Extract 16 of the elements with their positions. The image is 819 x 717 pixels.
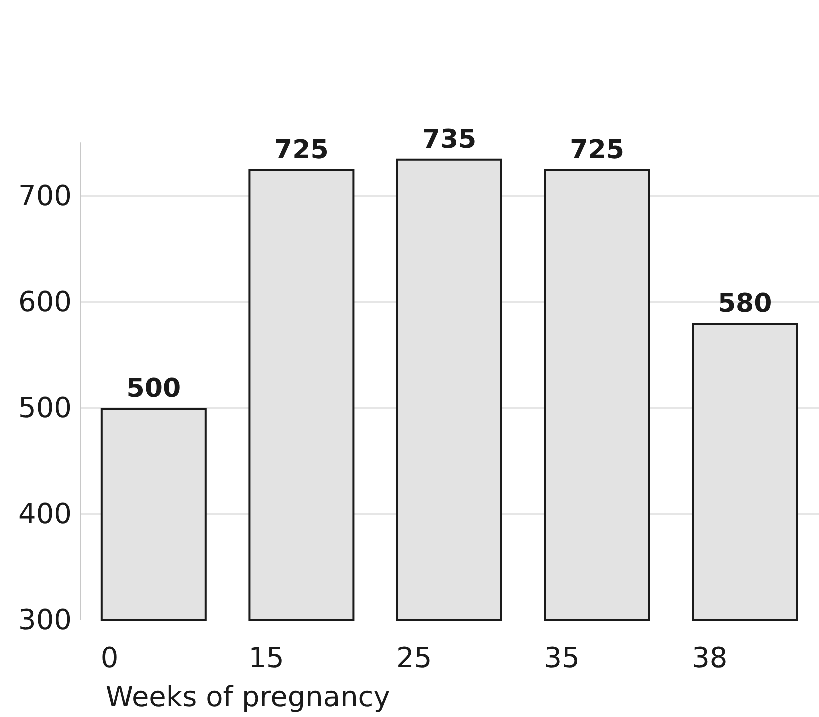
x-tick-label: 35 (544, 642, 580, 674)
x-tick-label: 38 (692, 642, 728, 674)
y-tick-label: 300 (18, 604, 72, 636)
y-tick-label: 700 (18, 180, 72, 212)
y-tick-label: 600 (18, 286, 72, 318)
data-label: 580 (718, 289, 772, 320)
x-axis-title: Weeks of pregnancy (106, 680, 390, 714)
x-tick-label: 25 (396, 642, 432, 674)
data-label: 725 (570, 136, 624, 166)
data-label: 735 (422, 124, 477, 155)
data-label: 725 (274, 136, 329, 166)
y-tick-label: 500 (18, 392, 72, 424)
data-label: 500 (126, 374, 182, 404)
x-tick-label: 15 (248, 642, 284, 674)
y-tick-label: 400 (18, 498, 72, 530)
x-tick-label: 0 (100, 642, 119, 674)
